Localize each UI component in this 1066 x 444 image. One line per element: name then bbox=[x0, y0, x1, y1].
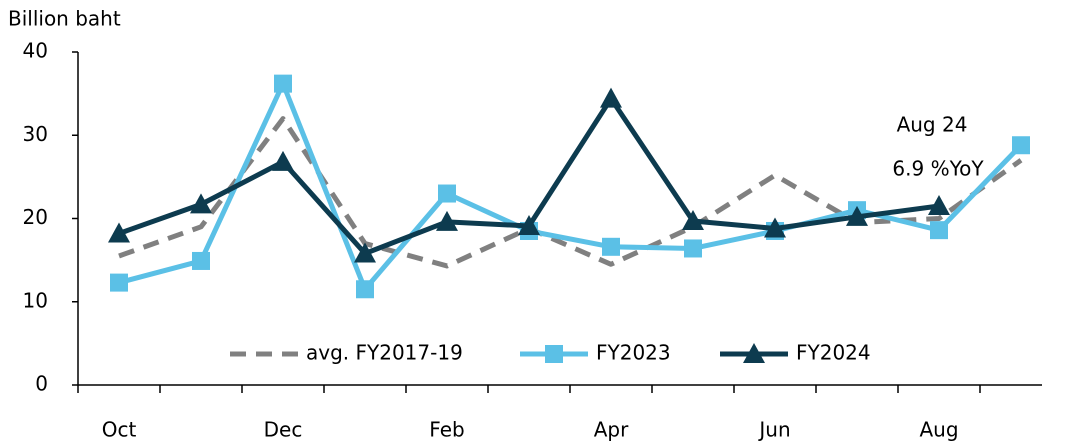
y-axis-label: Billion baht bbox=[8, 7, 121, 31]
x-tick-label: Aug bbox=[919, 418, 958, 442]
x-tick-label: Jun bbox=[757, 418, 790, 442]
data-point bbox=[274, 74, 292, 93]
data-point bbox=[682, 209, 704, 230]
data-point bbox=[930, 221, 948, 240]
annotation: Aug 24 bbox=[897, 113, 968, 137]
data-point bbox=[684, 239, 702, 258]
data-point bbox=[192, 251, 210, 270]
series-line bbox=[118, 81, 1023, 292]
data-point bbox=[600, 87, 622, 108]
data-point bbox=[354, 242, 376, 263]
x-tick-label: Oct bbox=[102, 418, 137, 442]
data-point bbox=[438, 184, 456, 203]
y-tick-label: 0 bbox=[35, 372, 48, 396]
data-point bbox=[846, 205, 868, 226]
data-point bbox=[190, 193, 212, 214]
x-tick-label: Apr bbox=[594, 418, 629, 442]
data-point bbox=[108, 222, 130, 243]
y-tick-label: 10 bbox=[23, 288, 48, 312]
data-point bbox=[764, 217, 786, 238]
legend-marker bbox=[545, 345, 563, 363]
legend-label: FY2023 bbox=[596, 341, 671, 365]
annotation: 6.9 %YoY bbox=[892, 157, 984, 181]
y-tick-label: 40 bbox=[23, 39, 48, 63]
x-tick-label: Feb bbox=[429, 418, 464, 442]
legend-marker bbox=[743, 343, 765, 363]
data-point bbox=[602, 237, 620, 256]
y-tick-label: 20 bbox=[23, 205, 48, 229]
data-point bbox=[356, 280, 374, 299]
data-point bbox=[518, 214, 540, 235]
data-point bbox=[272, 150, 294, 171]
data-point bbox=[436, 210, 458, 231]
data-point bbox=[928, 195, 950, 216]
data-point bbox=[1012, 136, 1030, 155]
legend-label: avg. FY2017-19 bbox=[306, 341, 463, 365]
data-point bbox=[110, 273, 128, 292]
y-tick-label: 30 bbox=[23, 122, 48, 146]
x-tick-label: Dec bbox=[264, 418, 303, 442]
legend-label: FY2024 bbox=[796, 341, 871, 365]
